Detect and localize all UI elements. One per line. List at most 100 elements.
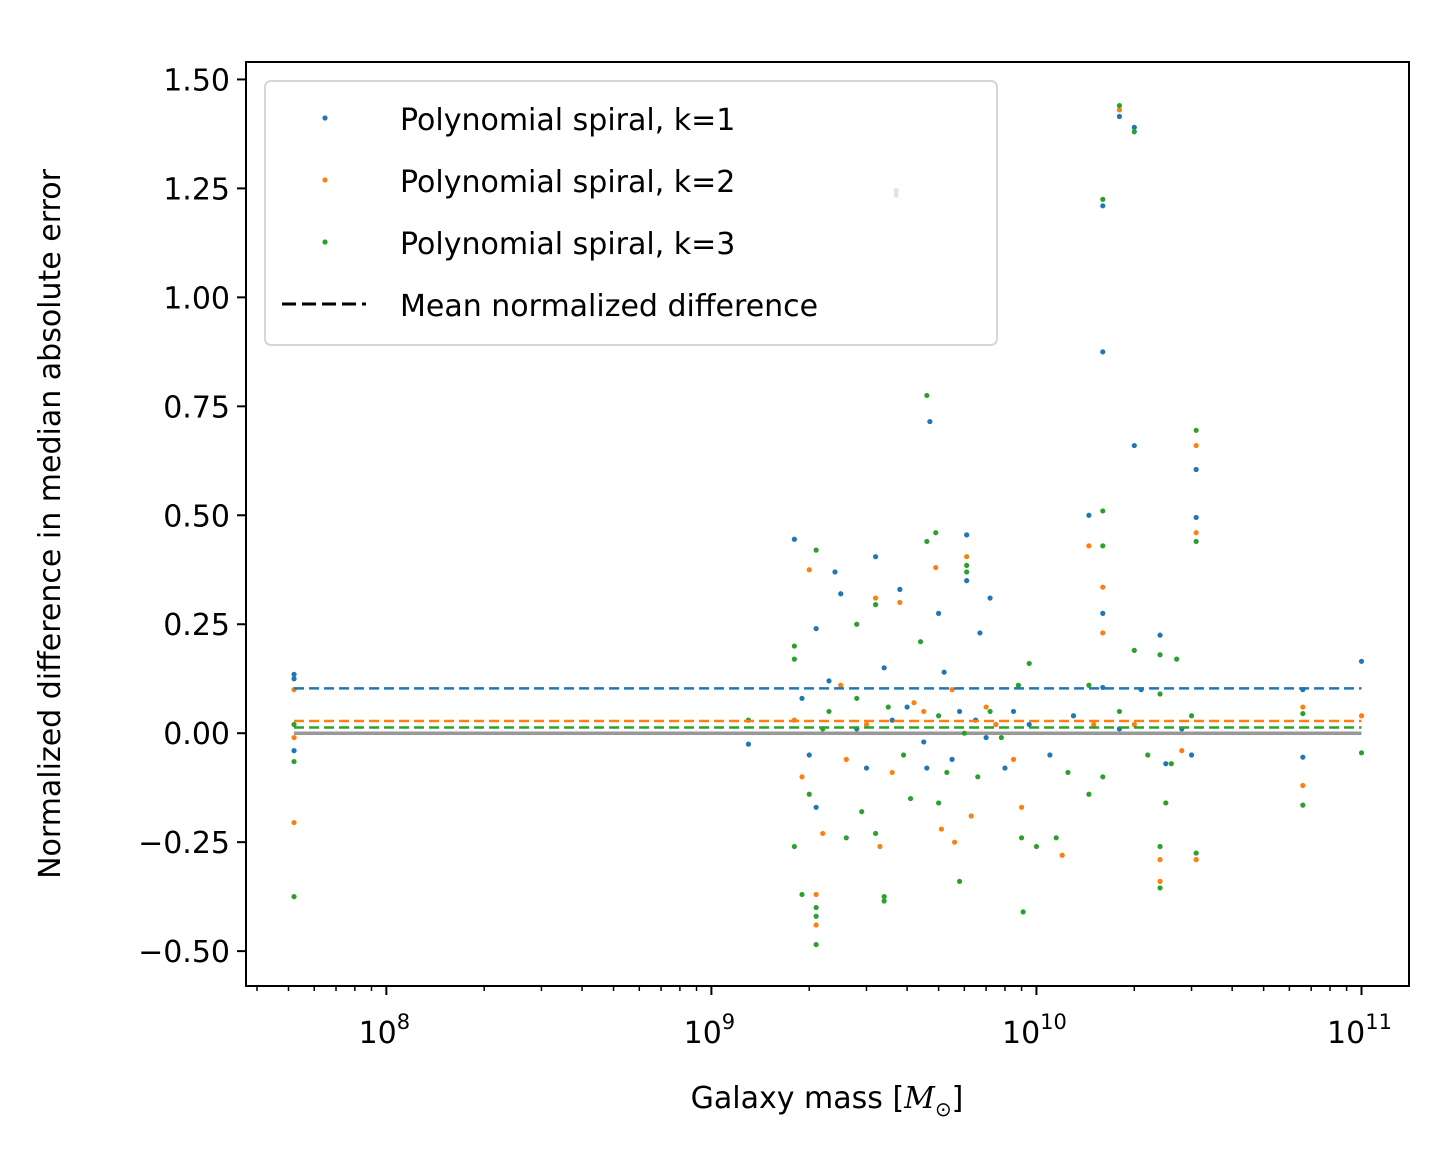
point-k3: [998, 734, 1004, 741]
point-k1: [799, 695, 805, 701]
x-tick-label: 108: [359, 1010, 411, 1051]
point-k3: [1026, 660, 1032, 667]
point-k3: [1116, 102, 1123, 109]
point-k1: [291, 671, 297, 677]
point-k3: [1188, 713, 1195, 719]
point-k1: [813, 804, 819, 810]
point-k1: [964, 578, 970, 584]
point-k2: [1179, 748, 1185, 754]
point-k3: [907, 795, 914, 802]
point-k2: [1157, 878, 1163, 884]
x-axis-ticks: 108 109 1010 1011: [359, 986, 1392, 1051]
point-k3: [1193, 427, 1199, 433]
point-k3: [1157, 652, 1163, 658]
x-tick-label: 1010: [1002, 1010, 1067, 1051]
point-k1: [921, 739, 927, 745]
point-k2: [873, 595, 879, 601]
point-k1: [897, 586, 903, 592]
point-k3: [813, 913, 819, 919]
point-k1: [1010, 708, 1017, 715]
point-k3: [936, 713, 942, 719]
point-k3: [1300, 802, 1306, 808]
point-k3: [1033, 843, 1040, 850]
point-k3: [1131, 647, 1137, 653]
y-axis-ticks: −0.50 −0.25 0.00 0.25 0.50 0.75 1.00 1.25 1.50: [138, 63, 246, 970]
legend-label-k3: Polynomial spiral, k=3: [400, 227, 735, 262]
point-k1: [1188, 752, 1195, 758]
point-k3: [791, 643, 797, 649]
point-k3: [933, 530, 939, 536]
point-k1: [977, 630, 983, 636]
point-k3: [1100, 543, 1106, 549]
y-tick-label: 0.25: [163, 608, 230, 643]
point-k3: [859, 809, 865, 815]
point-k1: [1300, 754, 1306, 760]
legend-label-mean: Mean normalized difference: [400, 289, 818, 324]
point-k2: [1131, 721, 1137, 728]
legend-box: [264, 80, 998, 346]
point-k1: [1026, 721, 1032, 728]
point-k3: [1193, 850, 1199, 856]
point-k1: [1163, 761, 1169, 767]
point-k3: [813, 941, 819, 948]
point-k2: [921, 708, 927, 715]
data-points: [291, 102, 1365, 948]
point-k3: [881, 894, 887, 900]
point-k3: [813, 547, 819, 553]
point-k1: [904, 704, 910, 710]
point-k3: [944, 769, 950, 776]
point-k2: [291, 819, 297, 826]
point-k2: [1018, 804, 1025, 810]
point-k3: [1300, 710, 1306, 717]
point-k2: [949, 687, 955, 693]
point-k3: [1174, 656, 1180, 662]
legend-marker-k2: [322, 177, 328, 183]
point-k1: [826, 678, 832, 684]
point-k3: [291, 721, 297, 728]
point-k2: [1157, 857, 1163, 863]
mean-lines: [294, 687, 1362, 729]
point-k1: [832, 569, 838, 575]
point-k3: [1020, 909, 1026, 915]
point-k2: [1086, 543, 1092, 549]
point-k1: [983, 734, 989, 741]
point-k1: [813, 626, 819, 632]
point-k3: [1116, 708, 1123, 715]
point-k3: [1168, 761, 1174, 767]
point-k2: [813, 891, 819, 898]
point-k1: [987, 595, 993, 601]
point-k2: [1091, 721, 1097, 728]
legend-label-k2: Polynomial spiral, k=2: [400, 165, 735, 200]
point-k2: [1300, 704, 1306, 710]
point-k3: [791, 843, 797, 850]
x-tick-label: 1011: [1327, 1010, 1392, 1051]
point-k1: [1116, 113, 1123, 120]
point-k3: [975, 774, 981, 780]
point-k2: [1193, 442, 1199, 449]
point-k3: [987, 708, 993, 715]
point-k1: [889, 717, 895, 723]
point-k3: [1131, 129, 1137, 135]
point-k2: [993, 721, 999, 728]
point-k1: [941, 669, 947, 675]
point-k1: [745, 741, 752, 747]
point-k1: [881, 665, 887, 671]
point-k1: [1086, 512, 1092, 518]
legend-marker-k1: [322, 115, 328, 121]
y-tick-label: 0.75: [163, 390, 230, 425]
point-k2: [952, 839, 958, 845]
point-k3: [924, 538, 930, 545]
point-k1: [1193, 466, 1199, 473]
point-k2: [820, 830, 826, 837]
point-k3: [873, 602, 879, 608]
point-k2: [813, 922, 819, 928]
y-tick-label: −0.25: [138, 826, 230, 861]
point-k3: [1015, 682, 1022, 688]
y-axis-title: Normalized difference in median absolute…: [33, 168, 68, 878]
point-k3: [885, 704, 891, 710]
point-k3: [813, 904, 819, 911]
point-k3: [1100, 196, 1106, 202]
point-k2: [1100, 584, 1106, 590]
point-k3: [881, 898, 887, 904]
